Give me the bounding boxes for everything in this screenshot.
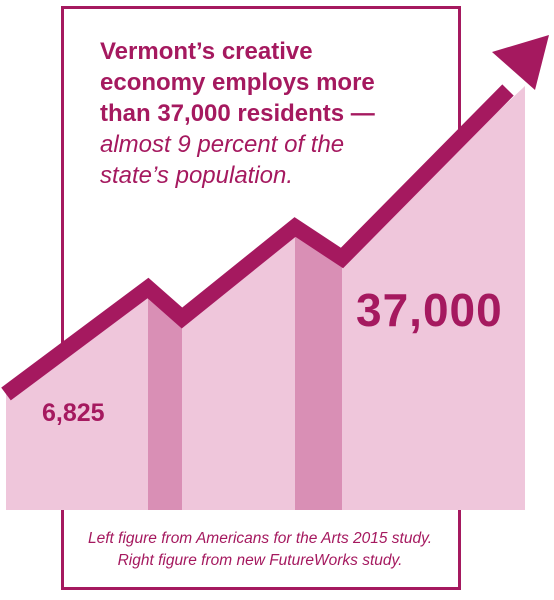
trend-line	[1, 84, 514, 401]
area-segment-1	[6, 288, 148, 510]
headline-line-5: state’s population.	[100, 162, 294, 189]
area-segment-4	[295, 227, 342, 510]
headline-line-4: almost 9 percent of the	[100, 131, 345, 158]
headline-line-2: economy employs more	[100, 69, 375, 96]
headline: Vermont’s creative economy employs more …	[100, 36, 440, 191]
caption-line-1: Left figure from Americans for the Arts …	[87, 530, 433, 547]
headline-line-1: Vermont’s creative	[100, 38, 313, 65]
headline-line-3: than 37,000 residents —	[100, 100, 375, 127]
area-segment-5	[342, 86, 525, 510]
arrow-head-icon	[492, 35, 549, 90]
area-segment-2	[148, 288, 182, 510]
caption: Left figure from Americans for the Arts …	[40, 528, 480, 572]
caption-frame	[61, 510, 461, 590]
data-label-right: 37,000	[356, 284, 503, 336]
data-label-left: 6,825	[42, 399, 105, 427]
caption-line-2: Right figure from new FutureWorks study.	[117, 552, 403, 569]
area-segments	[6, 86, 525, 510]
